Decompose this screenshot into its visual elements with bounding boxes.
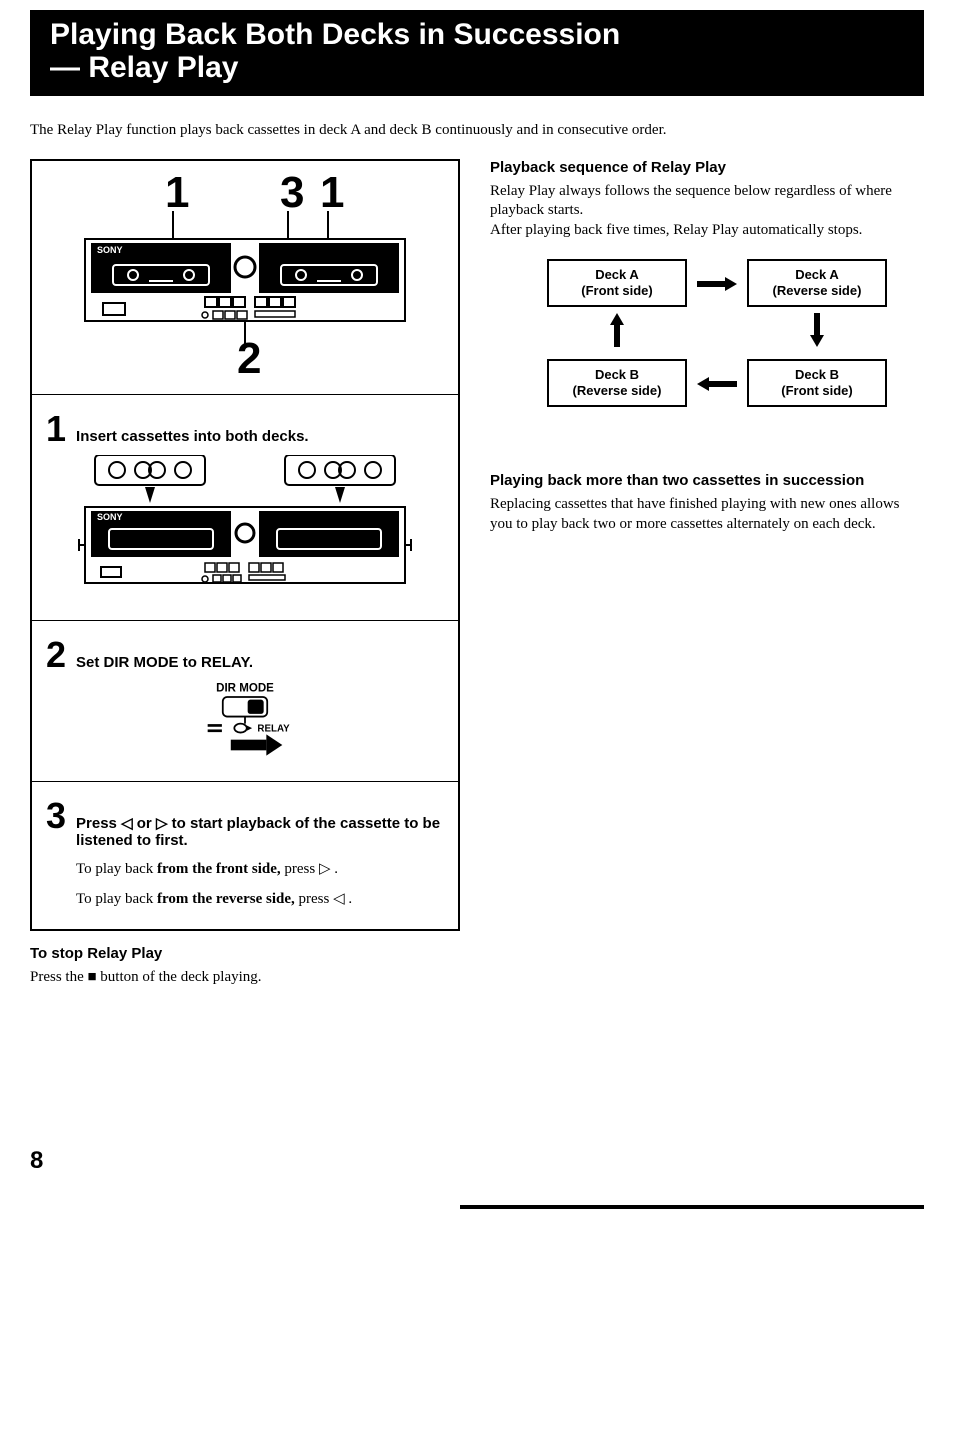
right-column: Playback sequence of Relay Play Relay Pl…: [490, 159, 924, 1176]
flow-label: (Front side): [581, 283, 653, 298]
more-body: Replacing cassettes that have finished p…: [490, 495, 924, 534]
svg-text:SONY: SONY: [97, 245, 123, 255]
flow-deck-b-front: Deck B (Front side): [747, 359, 887, 406]
left-column: 1 3 1 SONY: [30, 159, 460, 1176]
flow-label: Deck B: [795, 367, 839, 382]
divider: [32, 781, 458, 782]
page-title-bar: Playing Back Both Decks in Succession — …: [30, 10, 924, 96]
step3-b-pre: To play back: [76, 891, 157, 907]
step-2-title: Set DIR MODE to RELAY.: [76, 654, 253, 671]
device-illustration: 1 3 1 SONY: [55, 173, 435, 373]
step-1-title: Insert cassettes into both decks.: [76, 428, 309, 445]
step-2-number: 2: [46, 637, 66, 673]
arrow-left-icon: [687, 369, 747, 397]
flow-label: Deck A: [595, 267, 639, 282]
sequence-heading: Playback sequence of Relay Play: [490, 159, 924, 176]
step-1-number: 1: [46, 411, 66, 447]
flow-deck-a-rev: Deck A (Reverse side): [747, 259, 887, 306]
callout-2: 2: [237, 334, 261, 373]
dirmode-label: DIR MODE: [216, 682, 274, 694]
arrow-down-icon: [747, 313, 887, 353]
flow-deck-a-front: Deck A (Front side): [547, 259, 687, 306]
sequence-p1: Relay Play always follows the sequence b…: [490, 182, 924, 221]
steps-box: 1 3 1 SONY: [30, 159, 460, 931]
callout-1b: 1: [320, 173, 344, 217]
divider: [32, 394, 458, 395]
stop-heading: To stop Relay Play: [30, 945, 460, 962]
footer-rule: [460, 1205, 924, 1209]
step3-a-pre: To play back: [76, 861, 157, 877]
page-number: 8: [30, 1147, 460, 1175]
step3-a-bold: from the front side,: [157, 861, 281, 877]
relay-label: RELAY: [257, 723, 290, 734]
step3-a-post: press ▷ .: [281, 861, 338, 877]
step3-b-post: press ◁ .: [295, 891, 352, 907]
svg-text:SONY: SONY: [97, 512, 123, 522]
title-line2: — Relay Play: [50, 51, 238, 84]
intro-paragraph: The Relay Play function plays back casse…: [30, 121, 924, 141]
divider: [32, 620, 458, 621]
step-3: 3 Press ◁ or ▷ to start playback of the …: [46, 798, 444, 911]
device-diagram: 1 3 1 SONY: [46, 173, 444, 378]
flow-deck-b-rev: Deck B (Reverse side): [547, 359, 687, 406]
flow-diagram: Deck A (Front side) Deck A (Reverse side…: [510, 258, 924, 408]
step-1-illustration: SONY: [46, 455, 444, 600]
callout-3: 3: [280, 173, 304, 217]
sequence-p2: After playing back five times, Relay Pla…: [490, 221, 924, 241]
callout-1: 1: [165, 173, 189, 217]
title-line1: Playing Back Both Decks in Succession: [50, 18, 620, 51]
flow-label: (Reverse side): [573, 383, 662, 398]
step-3-title: Press ◁ or ▷ to start playback of the ca…: [76, 814, 444, 849]
flow-label: Deck A: [795, 267, 839, 282]
step-3-number: 3: [46, 798, 66, 834]
more-heading: Playing back more than two cassettes in …: [490, 472, 924, 489]
step-2-illustration: DIR MODE RELAY: [46, 681, 444, 761]
step3-b-bold: from the reverse side,: [157, 891, 295, 907]
flow-label: Deck B: [595, 367, 639, 382]
step-1: 1 Insert cassettes into both decks.: [46, 411, 444, 600]
page-title: Playing Back Both Decks in Succession — …: [50, 18, 904, 84]
flow-label: (Reverse side): [773, 283, 862, 298]
step-2: 2 Set DIR MODE to RELAY. DIR MODE: [46, 637, 444, 761]
stop-body: Press the ■ button of the deck playing.: [30, 968, 460, 988]
content-columns: 1 3 1 SONY: [30, 159, 924, 1176]
arrow-right-icon: [687, 269, 747, 297]
flow-label: (Front side): [781, 383, 853, 398]
step-3-body: To play back from the front side, press …: [76, 857, 444, 911]
arrow-up-icon: [547, 313, 687, 353]
